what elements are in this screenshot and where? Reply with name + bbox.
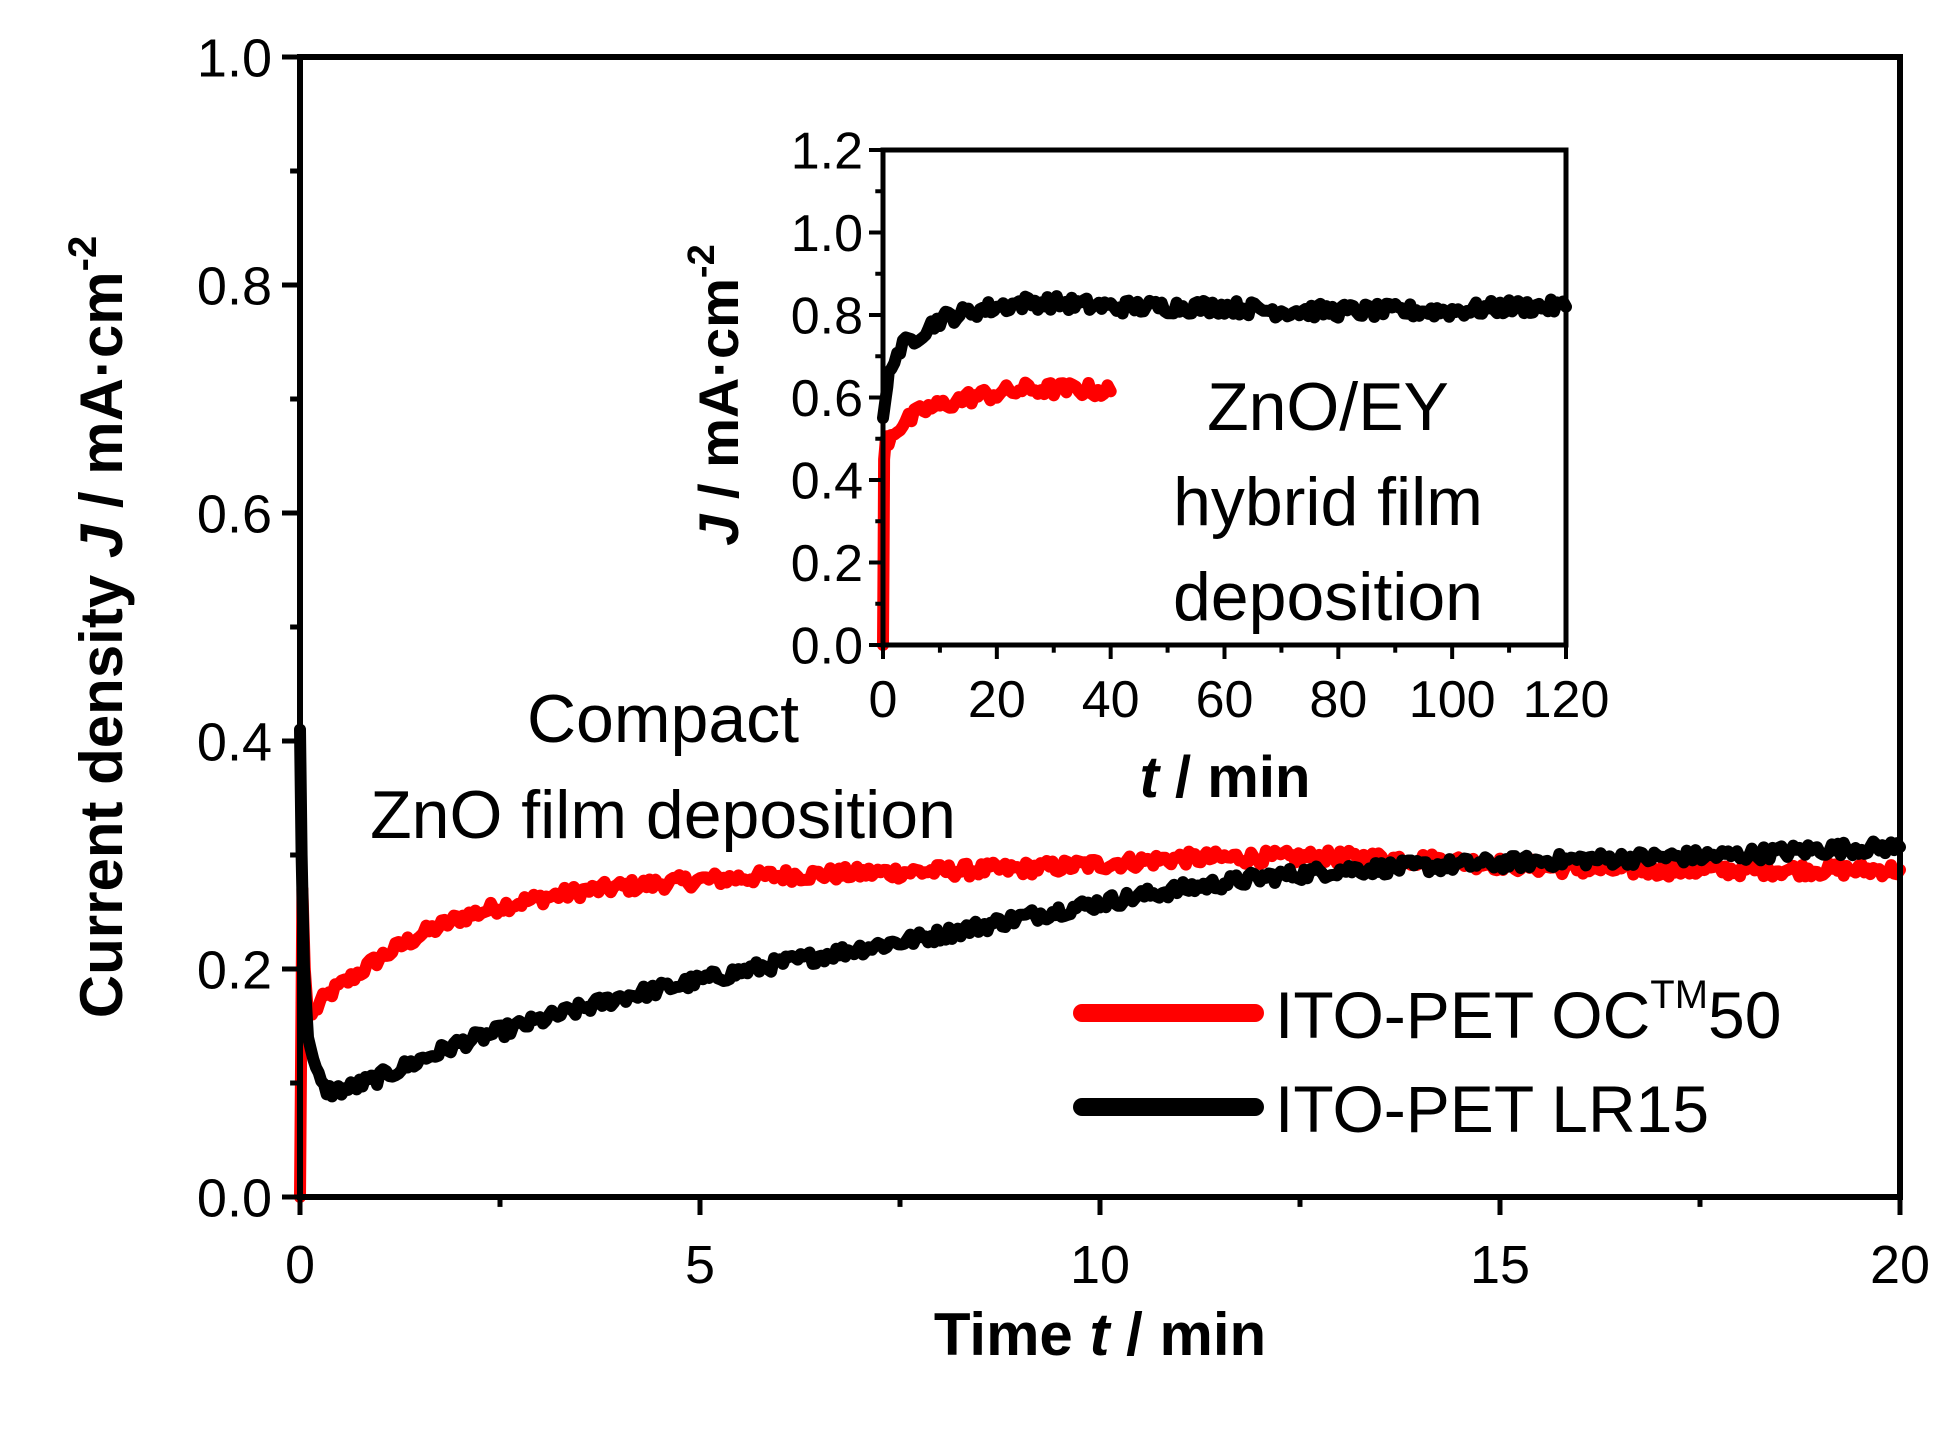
- main-x-axis-title-symbol: t: [1089, 1301, 1112, 1368]
- main-x-tick-label: 0: [285, 1235, 315, 1295]
- inset-y-axis-title-exponent: -2: [681, 244, 723, 278]
- inset-y-tick-label: 0.4: [791, 453, 863, 511]
- inset-y-axis-title: J / mA·cm-2: [681, 244, 750, 545]
- main-y-tick-label: 0.0: [197, 1168, 272, 1228]
- inset-y-axis-title-unit: / mA·cm: [687, 278, 750, 515]
- main-x-tick-label: 5: [685, 1235, 715, 1295]
- legend-label-octm50-text: ITO-PET OC: [1275, 978, 1650, 1052]
- inset-x-axis-title: t / min: [1140, 745, 1311, 810]
- inset-plot: 0 20 40 60 80 100 120 0.0 0.2 0.4 0.6 0.8 1.0 1.2 t /…: [681, 123, 1609, 810]
- main-x-axis-title-unit: / min: [1109, 1301, 1266, 1368]
- inset-series-lr15: [877, 290, 1572, 425]
- inset-x-tick-label: 80: [1309, 671, 1367, 729]
- inset-x-tick-label: 60: [1196, 671, 1254, 729]
- inset-annotation-line-3: deposition: [1173, 559, 1483, 635]
- inset-x-axis-title-symbol: t: [1140, 745, 1162, 810]
- legend-label-octm50: ITO-PET OCTM50: [1275, 973, 1781, 1052]
- main-annotation-line-2: ZnO film deposition: [370, 777, 956, 853]
- main-y-tick-label: 0.8: [197, 256, 272, 316]
- main-y-tick-label: 0.4: [197, 712, 272, 772]
- main-plot-frame: [297, 54, 1903, 1200]
- main-series-lr15: [294, 723, 1906, 1103]
- main-series-group: [294, 723, 1906, 1203]
- legend: ITO-PET OCTM50 ITO-PET LR15: [1073, 973, 1781, 1146]
- inset-x-tick-label: 120: [1523, 671, 1610, 729]
- inset-x-tick-label: 20: [968, 671, 1026, 729]
- main-y-axis-title-symbol: J: [68, 523, 135, 558]
- inset-y-tick-label: 1.2: [791, 123, 863, 181]
- inset-annotation-line-2: hybrid film: [1173, 464, 1483, 540]
- legend-label-lr15: ITO-PET LR15: [1275, 1072, 1709, 1146]
- main-y-axis-title: Current density J / mA·cm-2: [61, 236, 135, 1018]
- main-y-axis-title-prefix: Current density: [68, 558, 135, 1018]
- inset-x-tick-label: 40: [1082, 671, 1140, 729]
- main-y-axis-title-exponent: -2: [61, 236, 105, 272]
- main-annotation-line-1: Compact: [527, 681, 799, 757]
- inset-annotation-line-1: ZnO/EY: [1207, 369, 1449, 445]
- inset-y-axis-title-symbol: J: [687, 513, 750, 546]
- inset-y-tick-label: 0.8: [791, 288, 863, 346]
- legend-label-octm50-suffix: 50: [1708, 978, 1781, 1052]
- main-x-tick-label: 20: [1870, 1235, 1930, 1295]
- legend-label-octm50-superscript: TM: [1650, 973, 1708, 1017]
- main-x-tick-label: 15: [1470, 1235, 1530, 1295]
- inset-x-axis-title-unit: / min: [1159, 745, 1310, 810]
- main-y-tick-label: 0.6: [197, 484, 272, 544]
- main-y-axis-title-unit: / mA·cm: [68, 271, 135, 524]
- inset-x-tick-label: 0: [869, 671, 898, 729]
- main-x-tick-label: 10: [1070, 1235, 1130, 1295]
- inset-y-tick-label: 0.6: [791, 370, 863, 428]
- inset-plot-frame: [880, 147, 1569, 648]
- inset-x-tick-label: 100: [1409, 671, 1496, 729]
- main-y-tick-label: 1.0: [197, 28, 272, 88]
- inset-y-tick-label: 0.2: [791, 535, 863, 593]
- inset-tick-labels: 0 20 40 60 80 100 120 0.0 0.2 0.4 0.6 0.8 1.0 1.2: [791, 123, 1610, 729]
- inset-y-tick-label: 0.0: [791, 618, 863, 676]
- inset-series-octm50: [877, 376, 1117, 651]
- main-x-axis-title-prefix: Time: [934, 1301, 1090, 1368]
- main-tick-labels: 0 5 10 15 20 0.0 0.2 0.4 0.6 0.8 1.0: [197, 28, 1930, 1295]
- main-x-axis-title: Time t / min: [934, 1301, 1266, 1368]
- inset-series-group: [877, 290, 1572, 651]
- inset-y-tick-label: 1.0: [791, 205, 863, 263]
- main-plot: 0 5 10 15 200.00.20.40.60.81.0 Time t / min …: [61, 28, 1930, 1368]
- main-series-octm50: [294, 844, 1906, 1203]
- main-y-tick-label: 0.2: [197, 940, 272, 1000]
